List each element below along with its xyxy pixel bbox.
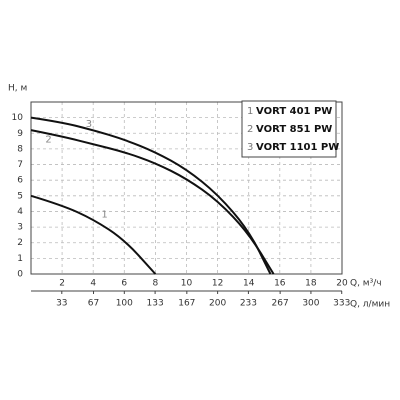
x2-tick-label: 300: [302, 299, 319, 309]
legend-box: [241, 100, 337, 158]
x-tick-label: 4: [90, 279, 96, 289]
x-tick-label: 2: [59, 279, 65, 289]
y-tick-label: 9: [17, 129, 23, 139]
x-tick-label: 18: [305, 279, 317, 289]
y-axis-label: H, м: [8, 84, 27, 94]
x-tick-label: 6: [121, 279, 127, 289]
x-tick-label: 8: [153, 279, 159, 289]
x-tick-label: 20: [336, 279, 348, 289]
y-tick-label: 10: [12, 113, 24, 123]
pump-curve: [30, 129, 275, 275]
x-tick-label: 10: [181, 279, 193, 289]
x2-tick-label: 200: [209, 299, 226, 309]
x2-tick-label: 133: [147, 299, 164, 309]
x-tick-label: 16: [274, 279, 286, 289]
legend-label: VORT 401 PW: [256, 106, 332, 117]
x2-axis-label: Q, л/мин: [350, 300, 390, 310]
y-tick-label: 7: [17, 160, 23, 170]
x2-tick-label: 333: [333, 299, 350, 309]
y-tick-label: 3: [17, 223, 23, 233]
pump-curve: [30, 194, 157, 275]
x2-tick-label: 267: [272, 299, 289, 309]
x2-tick-label: 100: [116, 299, 133, 309]
legend-number: 3: [247, 142, 253, 153]
y-tick-label: 0: [17, 270, 23, 280]
y-tick-label: 2: [17, 238, 23, 248]
x2-tick-label: 167: [178, 299, 195, 309]
x2-tick-label: 233: [240, 299, 257, 309]
legend-number: 2: [247, 124, 253, 135]
legend-label: VORT 1101 PW: [256, 142, 339, 153]
x-tick-label: 12: [212, 279, 223, 289]
legend-number: 1: [247, 106, 253, 117]
x2-tick-label: 67: [88, 299, 99, 309]
y-tick-label: 6: [17, 176, 23, 186]
curve-label: 2: [45, 135, 51, 146]
y-tick-label: 5: [17, 191, 23, 201]
y-tick-label: 4: [17, 207, 23, 217]
pump-curve: [30, 116, 272, 275]
x-axis-label: Q, м³/ч: [350, 279, 382, 289]
y-tick-label: 1: [17, 254, 23, 264]
curve-label: 3: [86, 119, 92, 130]
curve-label: 1: [101, 210, 107, 221]
y-tick-label: 8: [17, 144, 23, 154]
x2-tick-label: 33: [56, 299, 67, 309]
plot-frame: [30, 101, 343, 275]
x-tick-label: 14: [243, 279, 255, 289]
legend-label: VORT 851 PW: [256, 124, 332, 135]
